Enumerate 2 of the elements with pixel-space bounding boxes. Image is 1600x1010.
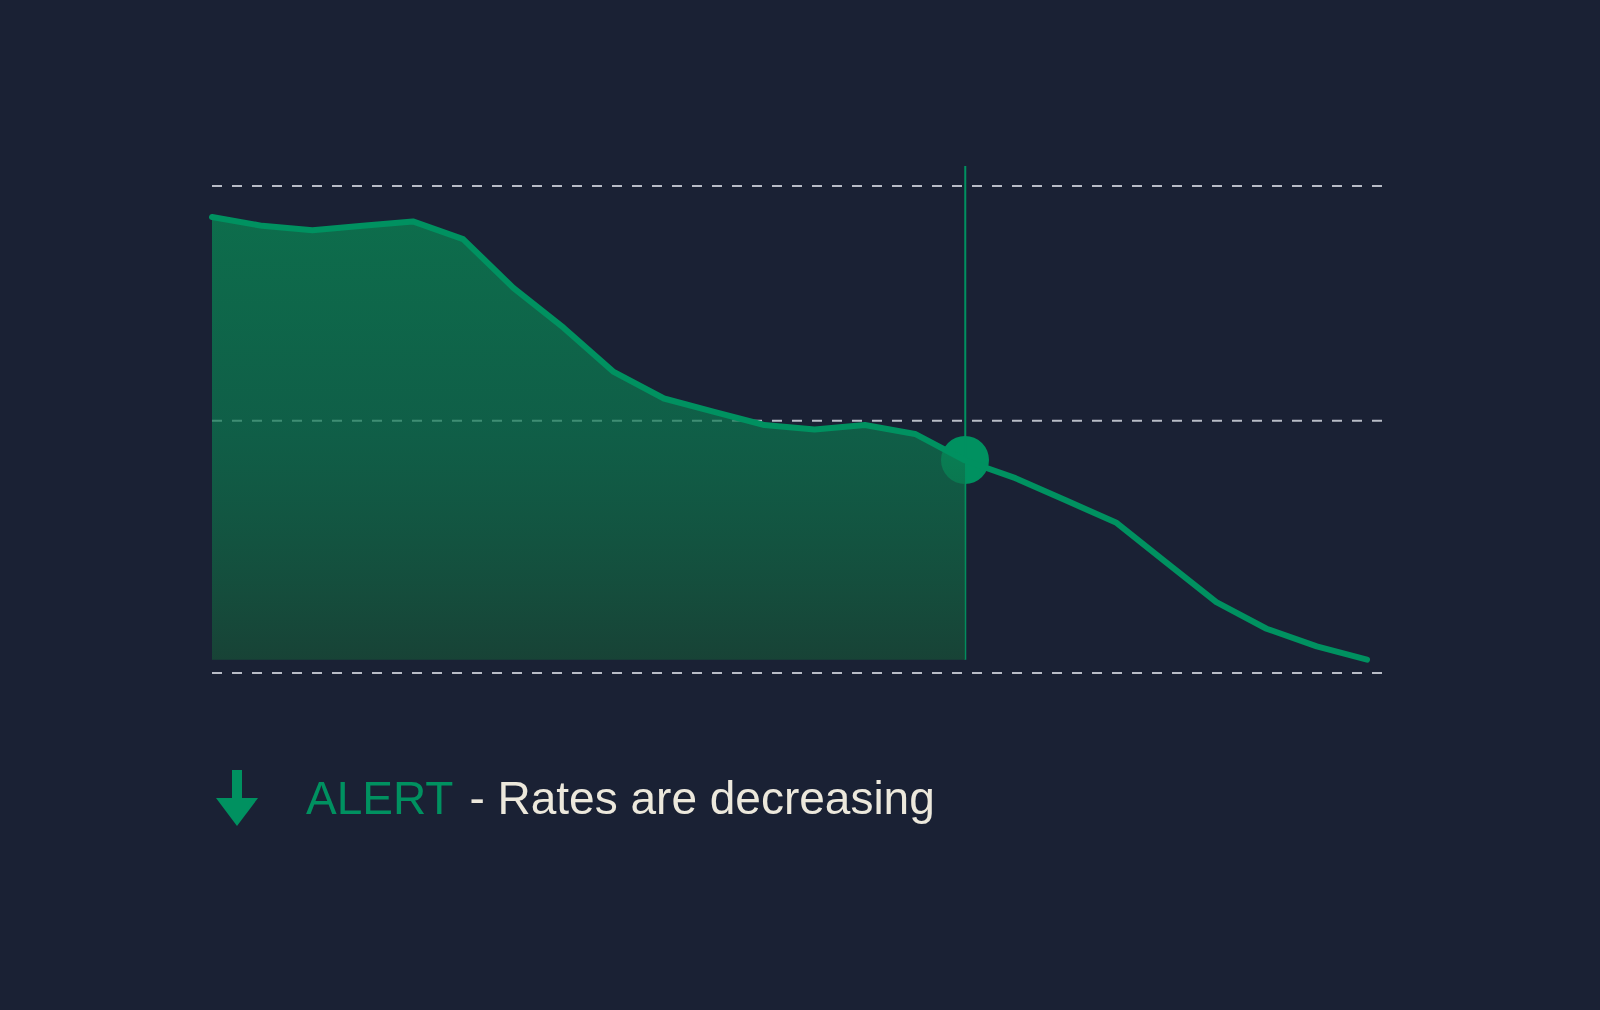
text: - Rates are decreasing: [469, 771, 935, 825]
text: ALERT: [306, 771, 454, 825]
